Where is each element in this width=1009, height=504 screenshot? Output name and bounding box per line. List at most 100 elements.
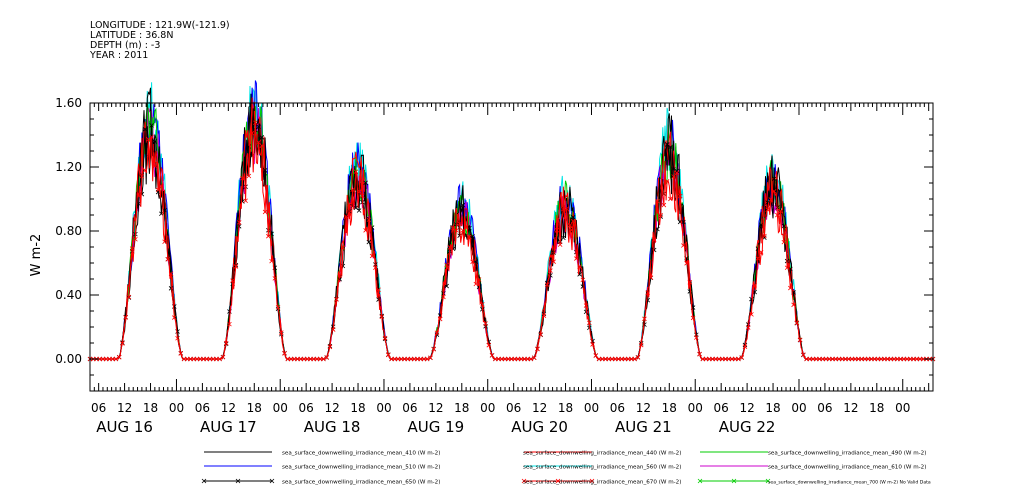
series-marker: [123, 315, 128, 320]
series-marker: [629, 356, 634, 362]
series-layer: [87, 80, 936, 362]
series-marker: [107, 356, 112, 362]
legend-label: sea_surface_downwelling_irradiance_mean_…: [523, 465, 681, 471]
y-tick-label: 0.40: [55, 288, 82, 302]
legend-marker: [521, 478, 527, 484]
series-marker: [574, 256, 579, 261]
series-marker: [146, 136, 151, 142]
series-marker: [917, 356, 923, 362]
series-marker: [635, 355, 641, 360]
series-marker: [168, 285, 174, 291]
series-marker: [898, 356, 903, 362]
series-marker: [671, 166, 676, 172]
series-marker: [690, 315, 696, 321]
series-marker: [820, 356, 826, 362]
series-marker: [561, 235, 566, 241]
series-marker: [671, 174, 676, 179]
legend-marker: [731, 478, 737, 484]
series-marker: [434, 330, 440, 336]
series-marker: [405, 356, 411, 362]
series-marker: [379, 314, 385, 320]
series-marker: [159, 183, 164, 189]
series-marker: [343, 214, 349, 219]
x-tick-label: 18: [143, 401, 158, 415]
series-marker: [240, 175, 245, 181]
series-marker: [363, 180, 368, 186]
series-marker: [356, 189, 362, 194]
day-label: AUG 17: [200, 418, 257, 436]
series-marker: [418, 356, 423, 362]
series-marker: [645, 290, 650, 296]
legend-entry: sea_surface_downwelling_irradiance_mean_…: [521, 478, 681, 486]
series-marker: [162, 239, 167, 245]
series-marker: [243, 198, 248, 204]
series-marker: [794, 320, 800, 326]
series-marker: [249, 130, 255, 136]
series-marker: [165, 256, 171, 262]
series-marker: [279, 330, 284, 335]
series-marker: [110, 356, 115, 362]
series-marker: [285, 356, 291, 362]
series-marker: [677, 193, 683, 199]
series-marker: [311, 356, 317, 362]
series-marker: [609, 356, 615, 362]
legend-marker: [269, 478, 275, 484]
x-tick-label: 00: [895, 401, 910, 415]
series-marker: [473, 281, 479, 287]
x-tick-label: 12: [739, 401, 754, 415]
legend-entry: sea_surface_downwelling_irradiance_mean_…: [204, 451, 440, 457]
series-marker: [791, 302, 796, 308]
series-marker: [531, 355, 537, 361]
series-marker: [797, 337, 803, 343]
legend-entry: sea_surface_downwelling_irradiance_mean_…: [697, 478, 931, 486]
series-marker: [570, 214, 576, 220]
series-marker: [259, 143, 265, 148]
series-marker: [603, 356, 608, 362]
series-marker: [223, 340, 229, 346]
series-marker: [217, 356, 222, 362]
series-marker: [347, 202, 352, 207]
series-marker: [726, 356, 732, 362]
series-line: [90, 97, 933, 360]
series-marker: [149, 134, 154, 140]
series-marker: [713, 356, 719, 362]
x-tick-label: 12: [636, 401, 651, 415]
series-marker: [732, 356, 738, 362]
day-label: AUG 19: [407, 418, 464, 436]
series-marker: [366, 217, 372, 223]
latitude-text: LATITUDE : 36.8N: [90, 30, 174, 41]
series-marker: [382, 335, 388, 341]
legend-marker: [697, 478, 703, 484]
series-marker: [214, 356, 219, 362]
series-marker: [113, 356, 119, 362]
x-tick-label: 18: [454, 401, 469, 415]
series-marker: [742, 344, 748, 349]
x-tick-label: 06: [91, 401, 106, 415]
day-label: AUG 22: [719, 418, 776, 436]
series-marker: [168, 271, 174, 276]
series-marker: [694, 335, 699, 340]
series-marker: [895, 356, 900, 362]
series-marker: [272, 276, 278, 281]
series-marker: [437, 316, 443, 322]
series-marker: [304, 356, 310, 362]
x-tick-label: 18: [558, 401, 573, 415]
series-marker: [778, 208, 783, 214]
series-line: [90, 122, 933, 360]
series-marker: [493, 356, 498, 362]
series-marker: [904, 356, 910, 362]
series-marker: [651, 237, 657, 242]
series-marker: [826, 356, 832, 362]
series-marker: [642, 322, 647, 327]
series-marker: [454, 228, 459, 233]
series-marker: [463, 225, 469, 231]
series-marker: [801, 352, 806, 357]
series-marker: [911, 356, 916, 362]
series-marker: [480, 302, 485, 307]
series-marker: [175, 335, 180, 341]
series-marker: [282, 351, 287, 356]
x-tick-label: 18: [350, 401, 365, 415]
series-marker: [356, 208, 362, 213]
day-label: AUG 16: [96, 418, 153, 436]
legend-marker: [201, 478, 207, 484]
